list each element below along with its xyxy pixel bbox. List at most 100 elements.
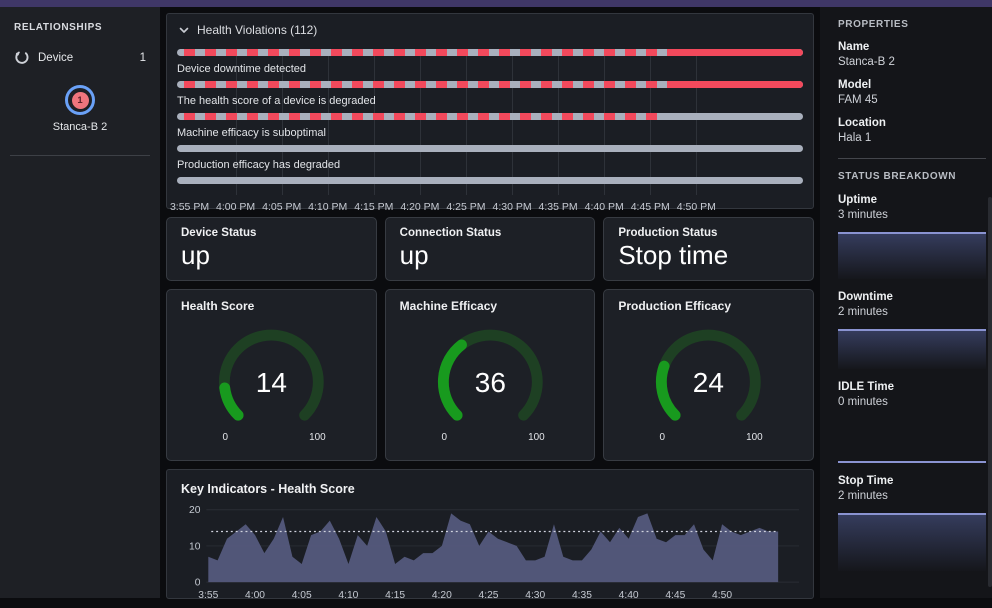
metric-sparkline: [838, 232, 986, 279]
properties-list: Name Stanca-B 2 Model FAM 45 Location Hala 1: [838, 41, 986, 144]
device-type-icon: [15, 51, 29, 64]
gauge-title: Machine Efficacy: [399, 299, 498, 313]
violation-bar-tail: [677, 49, 803, 56]
gauge-arc: 14 0 100: [219, 329, 326, 443]
x-tick-label: 4:40: [619, 590, 639, 601]
gauge-min-label: 0: [222, 432, 228, 443]
timeline-gridline: [327, 51, 329, 195]
key-indicators-panel: Key Indicators - Health Score 0 10 20 3:55 4…: [166, 469, 814, 601]
property-model: Model FAM 45: [838, 79, 986, 106]
timeline-gridline: [604, 51, 606, 195]
timeline-axis: 3:55 PM 4:00 PM 4:05 PM 4:10 PM 4:15 PM 4:20 …: [170, 201, 803, 215]
violation-bar[interactable]: [177, 113, 803, 120]
x-tick-label: 4:15: [385, 590, 405, 601]
status-card-device-status: Device Status up: [166, 217, 377, 281]
x-tick-label: 4:25: [479, 590, 499, 601]
metric-sparkline: [838, 513, 986, 571]
timeline-tick-label: 4:40 PM: [584, 201, 624, 213]
gauge-value: 14: [256, 367, 287, 398]
timeline-tick-label: 4:00 PM: [216, 201, 256, 213]
timeline-gridline: [465, 51, 467, 195]
timeline-gridline: [281, 51, 283, 195]
gauge-title: Production Efficacy: [618, 299, 732, 313]
relationships-title: RELATIONSHIPS: [14, 22, 103, 33]
x-tick-label: 4:45: [665, 590, 685, 601]
x-tick-label: 4:05: [292, 590, 312, 601]
metric-label: Stop Time: [838, 475, 894, 487]
gauge-cards-row: Health Score 14 0 100 Machine Efficacy 36 0 100…: [166, 289, 815, 461]
x-tick-label: 4:30: [525, 590, 545, 601]
sparkline-value-line: [838, 232, 986, 234]
chevron-down-icon: [179, 27, 189, 33]
status-breakdown-list: Uptime 3 minutes Downtime 2 minutes IDLE Tim…: [838, 194, 986, 571]
health-score-area-series: [208, 513, 779, 583]
sparkline-fill: [838, 234, 986, 279]
x-tick-label: 3:55: [198, 590, 218, 601]
x-tick-label: 4:20: [432, 590, 452, 601]
violation-label: Production efficacy has degraded: [177, 159, 341, 171]
x-tick-label: 4:35: [572, 590, 592, 601]
health-violations-header[interactable]: Health Violations (112): [177, 21, 803, 41]
violation-bar[interactable]: [177, 145, 803, 152]
timeline-tick-label: 4:20 PM: [400, 201, 440, 213]
scrollbar[interactable]: [988, 197, 992, 587]
property-location: Location Hala 1: [838, 117, 986, 144]
metric-value: 2 minutes: [838, 306, 888, 318]
device-node-label: Stanca-B 2: [52, 121, 108, 133]
timeline-gridline: [419, 51, 421, 195]
legend-device-label: Device: [38, 51, 74, 64]
status-card-label: Connection Status: [399, 227, 502, 239]
violation-bar[interactable]: [177, 49, 803, 56]
property-label: Name: [838, 41, 870, 53]
status-card-value: up: [181, 240, 210, 270]
status-cards-row: Device Status up Connection Status up Produc…: [166, 217, 815, 281]
gauge-max-label: 100: [309, 432, 326, 443]
status-card-label: Device Status: [181, 227, 257, 239]
sparkline-value-line: [838, 329, 986, 331]
violation-bar-tail: [677, 81, 803, 88]
gauge-min-label: 0: [441, 432, 447, 443]
violation-bar[interactable]: [177, 81, 803, 88]
property-value: Stanca-B 2: [838, 56, 895, 68]
properties-divider: [838, 158, 986, 159]
metric-value: 0 minutes: [838, 396, 888, 408]
timeline-tick-label: 4:15 PM: [354, 201, 394, 213]
y-tick-label: 20: [189, 505, 201, 516]
violation-label: Device downtime detected: [177, 63, 307, 75]
metric-value: 2 minutes: [838, 490, 888, 502]
device-node[interactable]: 1: [65, 85, 95, 115]
property-value: FAM 45: [838, 94, 878, 106]
key-indicators-chart: 0 10 20 3:55 4:00 4:05 4:10 4:15 4:20 4:25 4:30 4:3…: [177, 498, 803, 608]
dashboard-main: Health Violations (112) Device downtime …: [160, 7, 820, 601]
status-card-label: Production Status: [618, 227, 718, 239]
timeline-gridline: [650, 51, 652, 195]
properties-sidebar: PROPERTIES Name Stanca-B 2 Model FAM 45 Loca…: [820, 7, 992, 598]
violation-bar-stripes: [184, 81, 678, 88]
properties-section-title: PROPERTIES: [838, 19, 909, 30]
violations-timeline: Device downtime detected The health score…: [170, 49, 803, 217]
timeline-tick-label: 4:45 PM: [630, 201, 670, 213]
gauge-title: Health Score: [181, 299, 255, 313]
metric-downtime: Downtime 2 minutes: [838, 291, 986, 369]
gauge-arc: 24 0 100: [656, 329, 764, 443]
status-card-connection-status: Connection Status up: [384, 217, 596, 281]
x-tick-label: 4:10: [338, 590, 358, 601]
violation-bar-stripes: [184, 49, 678, 56]
timeline-gridline: [235, 51, 237, 195]
gauge-card-machine-efficacy: Machine Efficacy 36 0 100: [384, 289, 596, 461]
timeline-gridline: [373, 51, 375, 195]
sparkline-value-line: [838, 461, 986, 463]
gauge-value: 24: [693, 367, 724, 398]
gauge-max-label: 100: [528, 432, 545, 443]
gauge-arc: 36 0 100: [437, 329, 545, 443]
gauge-card-production-efficacy: Production Efficacy 24 0 100: [603, 289, 815, 461]
y-tick-label: 0: [195, 578, 201, 589]
timeline-tick-label: 4:25 PM: [446, 201, 486, 213]
sparkline-fill: [838, 331, 986, 369]
property-value: Hala 1: [838, 132, 872, 144]
metric-label: Uptime: [838, 194, 877, 206]
violation-bar[interactable]: [177, 177, 803, 184]
health-violations-title: Health Violations (112): [197, 23, 318, 37]
legend-device-row[interactable]: Device 1: [14, 50, 146, 65]
timeline-gridline: [512, 51, 514, 195]
